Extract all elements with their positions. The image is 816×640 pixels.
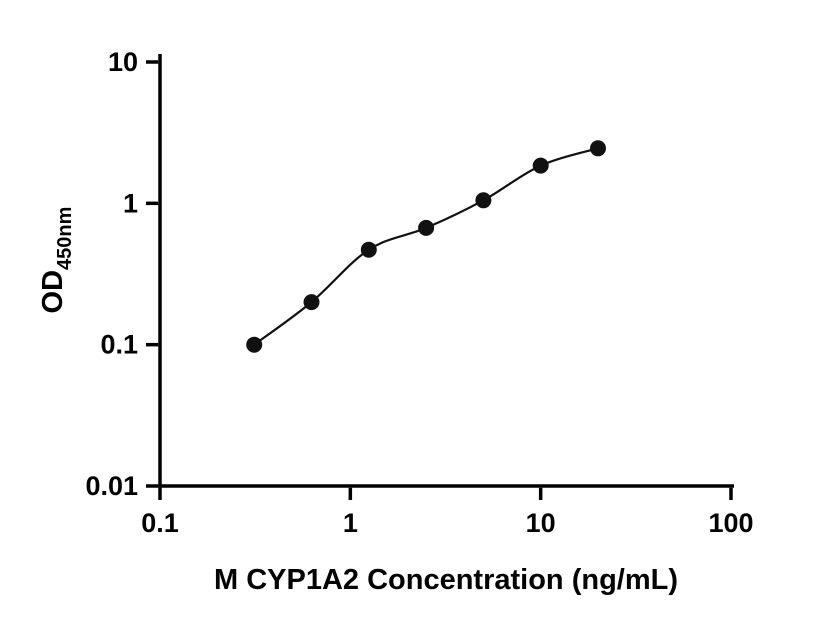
data-point xyxy=(360,241,377,258)
data-point xyxy=(418,219,435,236)
data-point xyxy=(303,294,320,311)
y-tick-label: 10 xyxy=(108,47,138,77)
data-point xyxy=(246,336,263,353)
y-axis-title: OD450nm xyxy=(37,207,76,314)
series-layer xyxy=(246,140,606,353)
x-tick-label: 0.1 xyxy=(141,508,179,538)
data-point xyxy=(475,192,492,209)
x-tick-label: 1 xyxy=(343,508,358,538)
y-tick-label: 0.1 xyxy=(100,330,138,360)
fit-curve xyxy=(253,147,599,346)
x-tick-label: 100 xyxy=(708,508,753,538)
y-axis-title-subscript: 450nm xyxy=(54,207,76,270)
x-axis-title: M CYP1A2 Concentration (ng/mL) xyxy=(214,564,678,596)
x-tick-label: 10 xyxy=(526,508,556,538)
data-point xyxy=(532,157,549,174)
y-tick-label: 0.01 xyxy=(85,471,138,501)
y-tick-label: 1 xyxy=(123,188,138,218)
data-point xyxy=(590,140,606,157)
y-axis-title-main: OD xyxy=(37,270,69,314)
